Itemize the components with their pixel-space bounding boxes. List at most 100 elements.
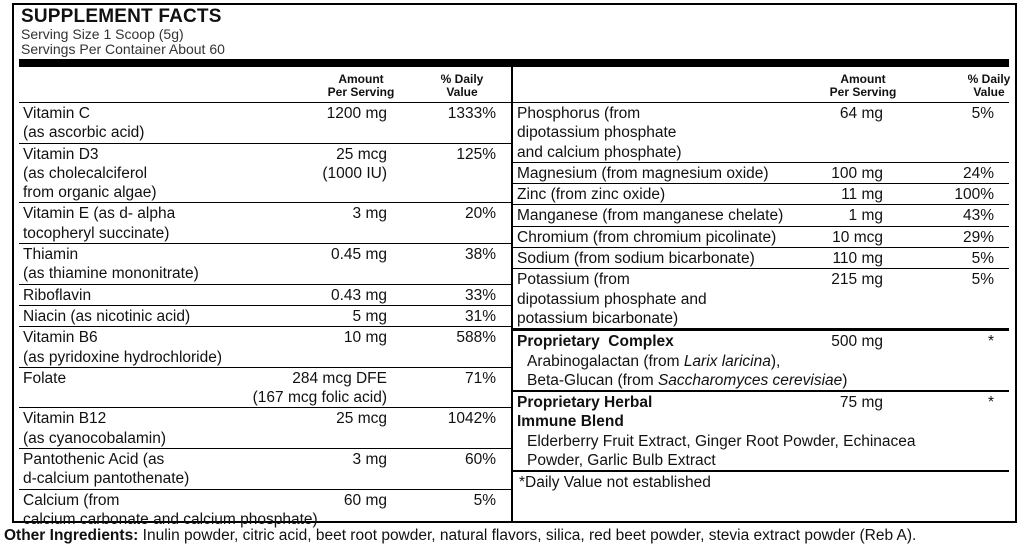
blend-name: Proprietary Herbal Immune Blend bbox=[513, 393, 1009, 432]
amount-header: Amount Per Serving bbox=[830, 73, 897, 99]
ingredient-text: Larix laricina bbox=[683, 352, 771, 370]
name-line: Vitamin C bbox=[23, 105, 90, 122]
amount-line: 1200 mg bbox=[326, 105, 387, 122]
daily-value: 5% bbox=[473, 491, 496, 509]
nutrient-row: Vitamin D3 (as cholecalciferol from organi… bbox=[19, 144, 511, 204]
nutrient-row: Manganese (from manganese chelate) 1 mg 43… bbox=[513, 205, 1009, 227]
amount-line: 64 mg bbox=[839, 105, 883, 122]
name-line: Folate bbox=[23, 369, 67, 387]
nutrient-row: Pantothenic Acid (as d-calcium pantothena… bbox=[19, 449, 511, 490]
name-line: Vitamin B12 bbox=[23, 410, 107, 428]
amount: 0.43 mg bbox=[331, 286, 387, 305]
nutrient-name: Thiamin (as thiamine mononitrate) bbox=[19, 245, 511, 284]
amount: 60 mg bbox=[344, 491, 387, 510]
amount: 500 mg bbox=[831, 333, 883, 351]
name-line: Immune Blend bbox=[517, 413, 624, 431]
name-line: Pantothenic Acid (as bbox=[23, 451, 165, 469]
nutrient-row: Calcium (from calcium carbonate and calci… bbox=[19, 490, 511, 530]
nutrient-row: Vitamin B12 (as cyanocobalamin) 25 mcg 1042… bbox=[19, 408, 511, 450]
name-line: Thiamin bbox=[23, 246, 79, 264]
name-line: Sodium (from sodium bicarbonate) bbox=[517, 250, 755, 268]
nutrient-name: Pantothenic Acid (as d-calcium pantothena… bbox=[19, 450, 511, 489]
amount-line: 60 mg bbox=[343, 491, 387, 509]
header-line: % Daily bbox=[440, 72, 484, 86]
daily-value: 29% bbox=[962, 228, 994, 246]
other-ingredients-label: Other Ingredients: bbox=[4, 527, 139, 544]
column-header: Amount Per Serving % Daily Value bbox=[513, 67, 1011, 103]
amount-line: 215 mg bbox=[831, 271, 883, 289]
nutrient-name: Riboflavin bbox=[19, 286, 511, 305]
amount: 5 mg bbox=[353, 307, 387, 326]
left-column: Amount Per Serving % Daily Value Vitamin C (a… bbox=[19, 67, 513, 528]
name-line: Niacin (as nicotinic acid) bbox=[23, 307, 191, 325]
nutrient-name: Calcium (from calcium carbonate and calci… bbox=[19, 491, 511, 530]
dv-header: % Daily Value bbox=[968, 73, 1011, 99]
name-line: (as pyridoxine hydrochloride) bbox=[23, 348, 223, 366]
amount-line: 11 mg bbox=[841, 186, 883, 204]
nutrient-name: Vitamin B12 (as cyanocobalamin) bbox=[19, 409, 511, 448]
nutrient-row: Chromium (from chromium picolinate) 10 mc… bbox=[513, 227, 1009, 249]
nutrient-name: Chromium (from chromium picolinate) bbox=[513, 228, 1009, 247]
nutrient-row: Riboflavin 0.43 mg 33% bbox=[19, 285, 511, 306]
amount: 110 mg bbox=[832, 249, 883, 268]
amount: 1 mg bbox=[849, 206, 883, 225]
amount-line: 0.43 mg bbox=[330, 286, 387, 304]
amount: 100 mg bbox=[831, 164, 883, 183]
amount: 10 mcg bbox=[832, 228, 883, 247]
name-line: (as ascorbic acid) bbox=[23, 124, 145, 142]
amount: 25 mcg bbox=[336, 409, 387, 428]
title: SUPPLEMENT FACTS bbox=[21, 6, 222, 27]
daily-value: 1333% bbox=[447, 105, 496, 122]
nutrient-row: Zinc (from zinc oxide) 11 mg 100% bbox=[513, 184, 1009, 206]
name-line: (as thiamine mononitrate) bbox=[23, 265, 199, 283]
nutrient-row: Vitamin C (as ascorbic acid) 1200 mg 1333% bbox=[19, 103, 511, 144]
daily-value: 71% bbox=[464, 369, 496, 387]
amount-line: 5 mg bbox=[352, 307, 387, 325]
nutrient-row: Magnesium (from magnesium oxide) 100 mg 24… bbox=[513, 163, 1009, 185]
amount-line: 110 mg bbox=[832, 250, 883, 268]
daily-value: 20% bbox=[464, 205, 496, 223]
header-line: % Daily bbox=[967, 72, 1011, 86]
amount: 215 mg bbox=[831, 270, 883, 289]
nutrient-name: Folate bbox=[19, 369, 511, 408]
nutrient-name: Potassium (from dipotassium phosphate and… bbox=[513, 270, 1009, 328]
name-line: (as cholecalciferol bbox=[23, 164, 148, 182]
name-line: Vitamin E (as d- alpha bbox=[23, 205, 176, 223]
name-line: from organic algae) bbox=[23, 184, 157, 202]
amount: 64 mg bbox=[840, 104, 883, 123]
daily-value: 43% bbox=[962, 207, 994, 225]
name-line: Riboflavin bbox=[23, 286, 92, 304]
nutrient-row: Phosphorus (from dipotassium phosphate and… bbox=[513, 103, 1009, 163]
name-line: potassium bicarbonate) bbox=[517, 309, 679, 327]
nutrient-row: Potassium (from dipotassium phosphate and… bbox=[513, 269, 1009, 330]
name-line: Chromium (from chromium picolinate) bbox=[517, 228, 777, 246]
amount-line: 25 mcg bbox=[336, 145, 387, 163]
ingredient-text: Beta-Glucan (from bbox=[527, 371, 658, 389]
daily-value: 125% bbox=[456, 145, 496, 163]
blend-row: Proprietary Complex 500 mg * Arabinogalacta… bbox=[513, 329, 1009, 390]
header-line: Amount bbox=[338, 72, 384, 86]
amount-line: 25 mcg bbox=[336, 410, 387, 428]
amount: 284 mcg DFE (167 mcg folic acid) bbox=[253, 369, 387, 408]
amount-line: 3 mg bbox=[352, 451, 387, 469]
amount-line: 10 mcg bbox=[832, 228, 883, 246]
name-line: calcium carbonate and calcium phosphate) bbox=[23, 510, 318, 528]
ingredient-text: ) bbox=[842, 371, 848, 389]
amount: 1200 mg bbox=[327, 104, 387, 123]
amount-line: (167 mcg folic acid) bbox=[252, 389, 387, 407]
name-line: dipotassium phosphate and bbox=[517, 290, 707, 308]
amount-line: 1 mg bbox=[848, 207, 883, 225]
servings-per-container: Servings Per Container About 60 bbox=[21, 41, 225, 57]
daily-value: 1042% bbox=[447, 410, 496, 428]
nutrient-row: Thiamin (as thiamine mononitrate) 0.45 mg 3… bbox=[19, 244, 511, 285]
name-line: Vitamin B6 bbox=[23, 329, 98, 347]
nutrient-name: Magnesium (from magnesium oxide) bbox=[513, 164, 1009, 183]
daily-value: 38% bbox=[464, 246, 496, 264]
nutrient-name: Niacin (as nicotinic acid) bbox=[19, 307, 511, 326]
amount-line: 10 mg bbox=[343, 329, 387, 347]
daily-value: 31% bbox=[464, 307, 496, 325]
amount-line: (1000 IU) bbox=[322, 164, 387, 182]
ingredient-text: Arabinogalactan (from bbox=[527, 352, 684, 370]
right-column: Amount Per Serving % Daily Value Phosphorus … bbox=[513, 67, 1011, 521]
footnote: *Daily Value not established bbox=[513, 470, 1009, 492]
